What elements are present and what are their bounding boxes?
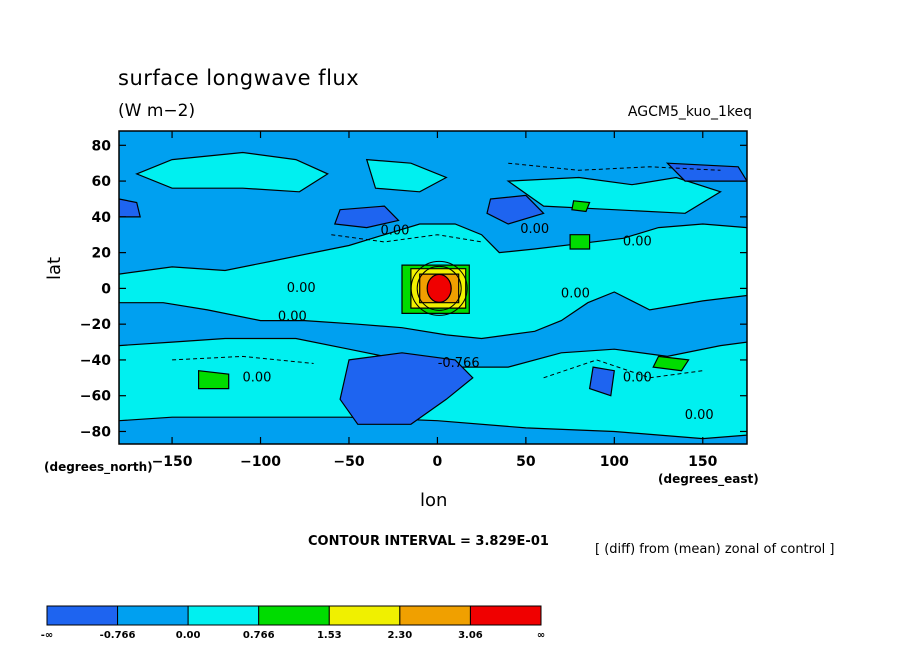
colorbar-label: -∞ xyxy=(41,630,53,641)
south-indian-green-patch xyxy=(652,355,690,372)
heating-source-contour-ring xyxy=(416,265,462,311)
x-tick-label: −50 xyxy=(333,454,364,470)
colorbar-label: 0.766 xyxy=(243,630,275,641)
north-pacific-negative-region xyxy=(665,162,747,182)
contour-label: 0.00 xyxy=(623,234,652,249)
arctic-positive-patch-east xyxy=(506,176,722,214)
colorbar-swatch xyxy=(469,605,542,626)
colorbar-swatch xyxy=(399,605,471,626)
contour-interval: CONTOUR INTERVAL = 3.829E-01 xyxy=(308,534,549,549)
south-pacific-green-patch xyxy=(198,370,230,390)
colorbar-swatch xyxy=(328,605,401,626)
x-axis-label: lon xyxy=(420,490,448,511)
heating-source-contour-ring xyxy=(410,260,468,316)
x-tick-label: −100 xyxy=(240,454,281,470)
negative-contour-line xyxy=(172,355,314,364)
contour-label: 0.00 xyxy=(287,281,316,296)
chart-units: (W m−2) xyxy=(118,101,196,121)
colorbar-swatch xyxy=(46,605,119,626)
indian-ocean-negative-region xyxy=(588,366,615,397)
y-tick-label: −40 xyxy=(80,353,111,369)
run-label: AGCM5_kuo_1keq xyxy=(627,104,752,120)
x-axis-units: (degrees_east) xyxy=(658,472,759,486)
central-asia-negative-region xyxy=(486,194,545,225)
contour-label: -0.766 xyxy=(438,356,480,371)
contour-label: 0.00 xyxy=(243,370,272,385)
x-tick-label: 0 xyxy=(433,454,443,470)
siberia-green-patch xyxy=(571,200,591,213)
colorbar-label: -0.766 xyxy=(100,630,136,641)
difference-note: [ (diff) from (mean) zonal of control ] xyxy=(595,542,835,557)
y-tick-label: −60 xyxy=(80,389,111,405)
contour-label: 0.00 xyxy=(561,286,590,301)
y-tick-label: 20 xyxy=(92,246,112,262)
negative-contour-line xyxy=(331,234,482,243)
colorbar-label: ∞ xyxy=(537,630,545,641)
colorbar-swatch xyxy=(258,605,330,626)
north-atlantic-negative-region xyxy=(333,205,400,229)
y-tick-label: −20 xyxy=(80,317,111,333)
asia-green-patch xyxy=(569,234,591,250)
y-axis-units: (degrees_north) xyxy=(44,460,153,474)
y-tick-label: −80 xyxy=(80,424,111,440)
chart-title: surface longwave flux xyxy=(118,66,360,90)
negative-contour-line xyxy=(508,162,721,171)
colorbar-swatch xyxy=(117,605,189,626)
arctic-positive-patch-center xyxy=(365,158,448,193)
date-line-negative-region xyxy=(119,198,141,218)
contour-label: 0.00 xyxy=(380,224,409,239)
x-tick-label: 50 xyxy=(516,454,536,470)
contour-field xyxy=(119,131,747,444)
colorbar-label: 0.00 xyxy=(176,630,201,641)
contour-label: 0.00 xyxy=(520,222,549,237)
y-tick-label: 0 xyxy=(101,281,111,297)
colorbar-swatch xyxy=(187,605,260,626)
plot-frame xyxy=(118,130,748,445)
contour-label: 0.00 xyxy=(623,370,652,385)
colorbar-label: 1.53 xyxy=(317,630,342,641)
x-tick-label: 150 xyxy=(688,454,717,470)
contour-label: 0.00 xyxy=(685,408,714,423)
x-tick-label: −150 xyxy=(152,454,193,470)
y-tick-label: 60 xyxy=(92,174,112,190)
colorbar-label: 2.30 xyxy=(388,630,413,641)
y-tick-label: 80 xyxy=(92,138,112,154)
heating-source-peak xyxy=(426,273,452,303)
arctic-positive-patch-west xyxy=(135,151,329,193)
y-tick-label: 40 xyxy=(92,210,112,226)
colorbar-label: 3.06 xyxy=(458,630,483,641)
contour-label: 0.00 xyxy=(278,310,307,325)
south-atlantic-negative-region xyxy=(339,352,474,425)
x-tick-label: 100 xyxy=(600,454,629,470)
